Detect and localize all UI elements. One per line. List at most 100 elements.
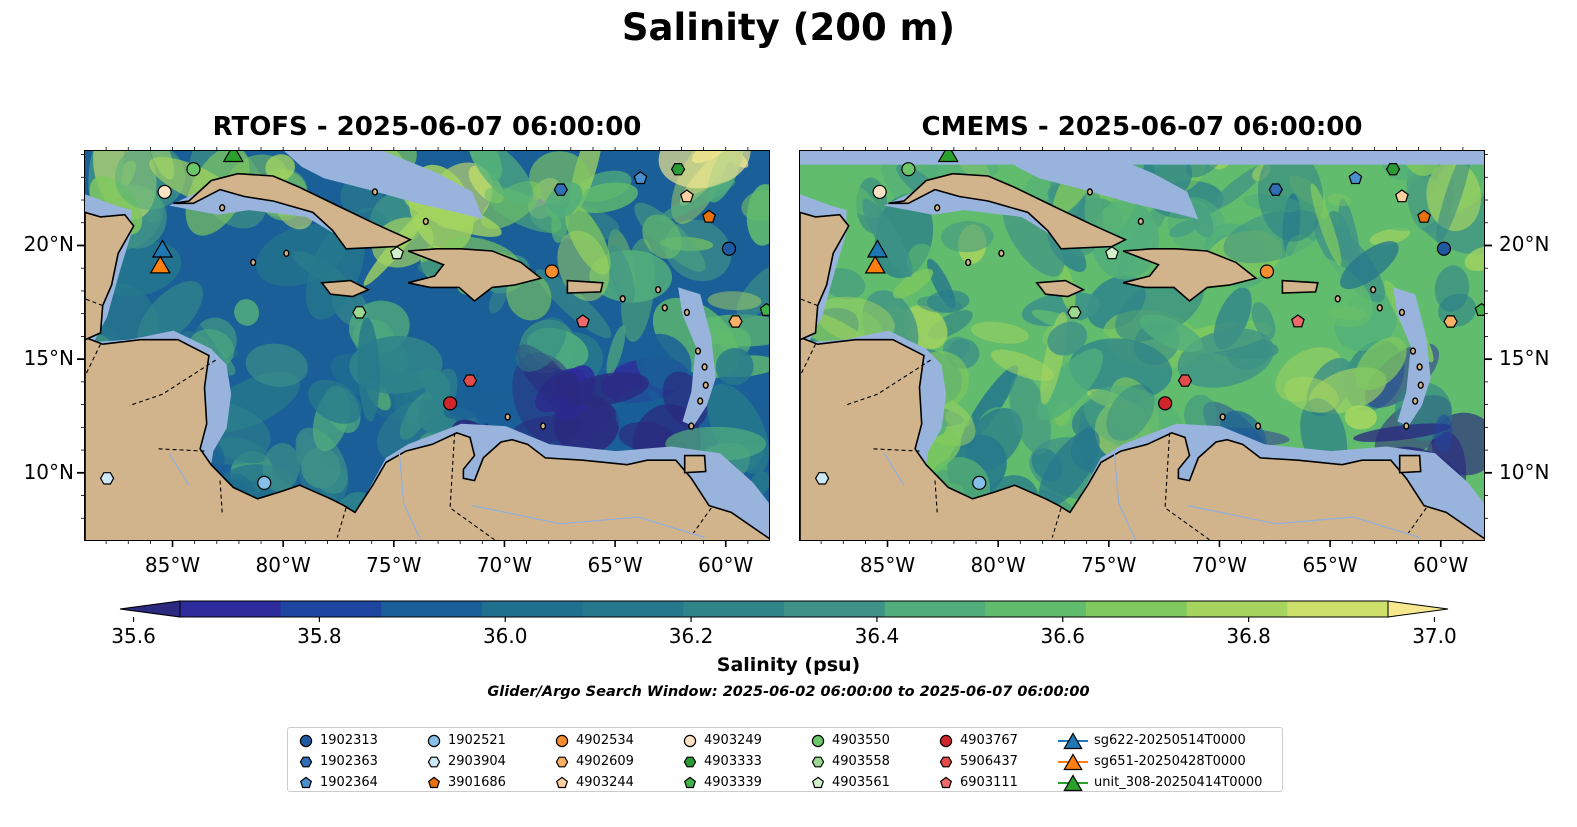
circle-marker-icon <box>811 734 825 747</box>
legend-entry-label: 1902521 <box>448 733 506 748</box>
legend-entry-label: 6903111 <box>960 775 1018 790</box>
longitude-tick-label: 70°W <box>476 553 533 577</box>
legend-entry: 4903249 <box>682 730 762 751</box>
circle-marker-icon <box>299 734 313 747</box>
triangle-marker-icon <box>1058 752 1088 770</box>
circle-marker-icon <box>427 734 441 747</box>
colorbar-tick-label: 36.6 <box>1040 624 1086 648</box>
float-glider-legend: 1902313 1902363 1902364 1902521 2903904 39016… <box>287 727 1283 792</box>
longitude-tick-label: 70°W <box>1191 553 1248 577</box>
longitude-tick-label: 65°W <box>587 553 643 577</box>
legend-column: 4903249 4903333 4903339 <box>682 730 762 793</box>
search-window-caption: Glider/Argo Search Window: 2025-06-02 06… <box>487 684 1090 700</box>
legend-entry-label: 4903767 <box>960 733 1018 748</box>
colorbar-tick-label: 36.8 <box>1226 624 1271 648</box>
argo-float-marker <box>1443 315 1458 328</box>
longitude-tick-label: 85°W <box>144 553 201 577</box>
legend-column: sg622-20250514T0000 sg651-20250428T0000 un… <box>1058 730 1262 793</box>
legend-entry-label: sg622-20250514T0000 <box>1094 733 1246 748</box>
legend-entry-label: 4903339 <box>704 775 762 790</box>
argo-float-marker <box>1394 189 1409 203</box>
colorbar-bin <box>683 601 785 617</box>
pentagon-marker-icon <box>939 776 953 788</box>
argo-float-marker <box>544 264 560 279</box>
legend-column: 1902313 1902363 1902364 <box>298 730 378 793</box>
argo-float-marker <box>1177 374 1193 387</box>
legend-entry: 4903550 <box>810 730 890 751</box>
figure-title: Salinity (200 m) <box>621 6 956 49</box>
pentagon-marker-icon <box>555 776 569 788</box>
legend-entry: sg651-20250428T0000 <box>1058 751 1262 772</box>
legend-entry-label: 3901686 <box>448 775 506 790</box>
glider-marker <box>864 255 886 274</box>
legend-entry-label: 4902609 <box>576 754 634 769</box>
argo-float-marker <box>1105 246 1119 260</box>
glider-marker <box>149 255 171 274</box>
cmems-panel-title: CMEMS - 2025-06-07 06:00:00 <box>921 112 1363 142</box>
legend-entry: 4903244 <box>554 772 634 793</box>
legend-entry-label: 1902363 <box>320 754 378 769</box>
legend-column: 1902521 2903904 3901686 <box>426 730 506 793</box>
legend-column: 4902534 4902609 4903244 <box>554 730 634 793</box>
colorbar-bin <box>1086 601 1188 617</box>
legend-entry: 4903558 <box>810 751 890 772</box>
circle-marker-icon <box>939 734 953 747</box>
argo-float-marker <box>553 183 568 196</box>
glider-marker <box>222 151 244 163</box>
longitude-tick-label: 60°W <box>698 553 754 577</box>
legend-entry-label: 4902534 <box>576 733 634 748</box>
colorbar-bin <box>985 601 1087 617</box>
argo-float-marker <box>390 246 404 260</box>
argo-float-marker <box>575 314 590 328</box>
longitude-tick-label: 75°W <box>1081 553 1137 577</box>
colorbar-min-extension <box>119 600 181 618</box>
legend-entry: 1902521 <box>426 730 506 751</box>
argo-float-marker <box>1067 306 1082 319</box>
legend-entry: 4903561 <box>810 772 890 793</box>
colorbar-bin <box>381 601 483 617</box>
legend-entry-label: 4903249 <box>704 733 762 748</box>
argo-float-marker <box>872 184 887 200</box>
legend-column: 4903767 5906437 6903111 <box>938 730 1018 793</box>
argo-float-marker <box>1259 264 1275 279</box>
cmems-salinity-map <box>799 150 1485 541</box>
legend-entry-label: unit_308-20250414T0000 <box>1094 775 1263 790</box>
glider-marker <box>937 151 959 163</box>
argo-float-marker <box>1268 183 1283 196</box>
argo-float-marker <box>721 241 737 256</box>
argo-float-marker <box>257 475 272 490</box>
pentagon-marker-icon <box>683 776 697 788</box>
legend-entry: 1902364 <box>298 772 378 793</box>
circle-marker-icon <box>555 734 569 747</box>
legend-entry: sg622-20250514T0000 <box>1058 730 1262 751</box>
legend-entry: 1902313 <box>298 730 378 751</box>
hexagon-marker-icon <box>683 756 697 767</box>
longitude-tick-label: 75°W <box>366 553 422 577</box>
argo-float-marker <box>1348 171 1363 185</box>
colorbar-label: Salinity (psu) <box>716 654 861 676</box>
colorbar-bin <box>784 601 886 617</box>
argo-float-marker <box>728 315 743 328</box>
hexagon-marker-icon <box>427 756 441 767</box>
legend-entry-label: 4903558 <box>832 754 890 769</box>
longitude-tick-label: 80°W <box>255 553 311 577</box>
latitude-tick-label: 20°N <box>1499 232 1550 257</box>
argo-float-marker <box>1290 314 1305 328</box>
argo-float-marker <box>670 163 686 176</box>
legend-column: 4903550 4903558 4903561 <box>810 730 890 793</box>
longitude-tick-label: 80°W <box>970 553 1026 577</box>
legend-entry: 2903904 <box>426 751 506 772</box>
latitude-tick-label: 15°N <box>23 346 74 371</box>
legend-entry: 4903333 <box>682 751 762 772</box>
colorbar-bin <box>884 601 986 617</box>
triangle-marker-icon <box>1058 731 1088 749</box>
legend-entry-label: 4903333 <box>704 754 762 769</box>
argo-float-marker <box>901 162 916 177</box>
argo-float-marker <box>352 306 367 319</box>
legend-entry-label: 4903550 <box>832 733 890 748</box>
longitude-tick-label: 60°W <box>1413 553 1469 577</box>
glider-marker <box>866 239 889 258</box>
hexagon-marker-icon <box>299 756 313 767</box>
colorbar-bin <box>1186 601 1288 617</box>
pentagon-marker-icon <box>427 776 441 788</box>
